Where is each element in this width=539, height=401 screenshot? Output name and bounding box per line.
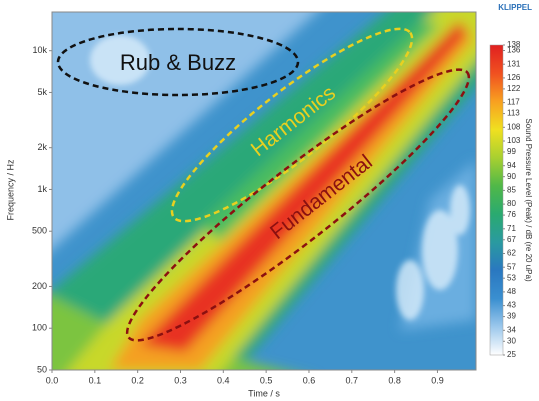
y-tick-label: 1k [37, 184, 47, 194]
colorbar-tick-label: 108 [507, 122, 521, 131]
annotation-ellipse [56, 27, 300, 97]
colorbar-tick-label: 76 [507, 210, 516, 219]
colorbar-tick-label: 103 [507, 136, 521, 145]
colorbar-tick-label: 53 [507, 273, 516, 282]
x-tick-label: 0.9 [431, 375, 444, 385]
colorbar-tick-label: 62 [507, 249, 516, 258]
y-tick-label: 500 [32, 226, 47, 236]
colorbar [489, 44, 504, 356]
colorbar-tick-label: 113 [507, 109, 520, 118]
x-tick-label: 0.4 [217, 375, 230, 385]
x-tick-label: 0.1 [89, 375, 102, 385]
x-tick-label: 0.0 [46, 375, 59, 385]
x-tick-label: 0.3 [174, 375, 187, 385]
x-tick-label: 0.5 [260, 375, 273, 385]
colorbar-tick-label: 122 [507, 84, 521, 93]
x-tick-label: 0.8 [388, 375, 401, 385]
colorbar-tick-label: 80 [507, 199, 516, 208]
colorbar-tick-label: 90 [507, 172, 516, 181]
heatmap [52, 12, 476, 370]
colorbar-tick-label: 136 [507, 46, 521, 55]
brand: KLIPPEL [498, 3, 532, 12]
x-axis-label: Time / s [248, 388, 280, 398]
colorbar-tick-label: 94 [507, 161, 516, 170]
y-tick-label: 5k [37, 87, 47, 97]
colorbar-label: Sound Pressure Level (Peak) / dB (re 20 … [524, 118, 533, 282]
colorbar-tick-label: 48 [507, 287, 516, 296]
colorbar-tick-label: 34 [507, 325, 516, 334]
colorbar-tick-label: 131 [507, 59, 521, 68]
x-tick-label: 0.2 [131, 375, 144, 385]
colorbar-tick-label: 126 [507, 73, 521, 82]
annotation-text: Rub & Buzz [120, 50, 236, 75]
colorbar-tick-label: 39 [507, 312, 516, 321]
colorbar-tick-label: 57 [507, 262, 516, 271]
colorbar-tick-label: 85 [507, 186, 516, 195]
colorbar-tick-label: 67 [507, 235, 516, 244]
colorbar-tick-label: 71 [507, 224, 516, 233]
y-axis-label: Frequency / Hz [5, 159, 15, 221]
colorbar-tick-label: 30 [507, 336, 516, 345]
colorbar-tick-label: 99 [507, 147, 516, 156]
y-tick-label: 50 [37, 364, 47, 374]
colorbar-tick-label: 43 [507, 301, 516, 310]
y-tick-label: 200 [32, 281, 47, 291]
annotation-ellipse [125, 68, 471, 342]
colorbar-tick-label: 138 [507, 40, 521, 49]
x-tick-label: 0.7 [346, 375, 359, 385]
colorbar-tick-label: 117 [507, 98, 520, 107]
colorbar-tick-label: 25 [507, 350, 516, 359]
x-tick-label: 0.6 [303, 375, 316, 385]
plot-frame [51, 11, 477, 371]
y-tick-label: 100 [32, 323, 47, 333]
y-tick-label: 10k [32, 45, 47, 55]
y-tick-label: 2k [37, 142, 47, 152]
